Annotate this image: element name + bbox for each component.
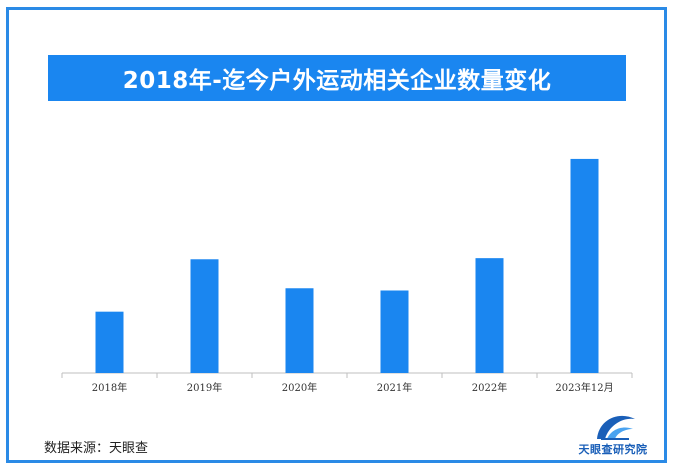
- bar-5: [570, 158, 599, 373]
- x-tick-label: 2018年: [92, 381, 127, 394]
- bar-2: [285, 288, 314, 373]
- brand-name: 天眼查研究院: [578, 443, 648, 456]
- bar-3: [380, 290, 409, 373]
- chart-title: 2018年-迄今户外运动相关企业数量变化: [48, 55, 626, 101]
- bar-0: [95, 311, 124, 373]
- data-source-note: 数据来源：天眼查: [44, 441, 149, 456]
- x-tick-label: 2022年: [472, 381, 507, 394]
- tianyancha-eye-logo-icon: [597, 415, 635, 440]
- x-tick-label: 2020年: [282, 381, 317, 394]
- x-tick-label: 2021年: [377, 381, 412, 394]
- x-tick-label: 2019年: [187, 381, 222, 394]
- bar-4: [475, 258, 504, 373]
- x-tick-label: 2023年12月: [555, 381, 613, 394]
- brand-logo: 天眼查研究院: [571, 405, 655, 457]
- chart-title-text: 2018年-迄今户外运动相关企业数量变化: [122, 68, 552, 94]
- bar-1: [190, 259, 219, 373]
